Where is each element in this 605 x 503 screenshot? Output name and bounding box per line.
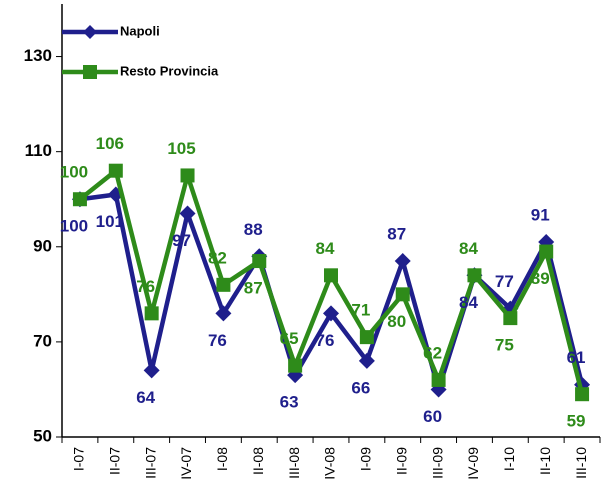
- value-label: 88: [244, 220, 263, 239]
- marker: [394, 253, 411, 270]
- value-label: 76: [136, 277, 155, 296]
- x-tick-label: I-07: [71, 447, 87, 471]
- x-tick-label: II-08: [250, 447, 266, 475]
- x-tick-label: I-08: [214, 447, 230, 471]
- value-label: 80: [387, 312, 406, 331]
- marker: [216, 277, 231, 292]
- value-label: 87: [387, 225, 406, 244]
- x-tick-label: II-09: [393, 447, 409, 475]
- value-label: 82: [208, 248, 227, 267]
- y-tick-label: 70: [33, 331, 52, 350]
- y-tick-label: 110: [25, 141, 52, 160]
- x-tick-label: IV-09: [465, 447, 481, 480]
- marker: [288, 358, 303, 373]
- legend-label: Resto Provincia: [120, 63, 219, 78]
- value-label: 105: [167, 139, 195, 158]
- x-tick-label: I-10: [501, 447, 517, 471]
- value-label: 66: [351, 378, 370, 397]
- value-label: 63: [280, 393, 299, 412]
- marker: [144, 306, 159, 321]
- value-label: 75: [495, 336, 514, 355]
- marker: [503, 311, 518, 326]
- x-tick-label: IV-07: [178, 447, 194, 480]
- value-label: 64: [136, 388, 155, 407]
- value-label: 84: [316, 239, 335, 258]
- value-label: 59: [567, 412, 586, 431]
- value-label: 97: [172, 231, 191, 250]
- value-label: 106: [96, 134, 124, 153]
- x-tick-label: III-08: [286, 447, 302, 479]
- marker: [215, 305, 232, 322]
- value-label: 84: [459, 293, 478, 312]
- x-tick-label: III-10: [573, 447, 589, 479]
- x-tick-label: IV-08: [322, 447, 338, 480]
- marker: [323, 305, 339, 322]
- marker: [143, 362, 160, 379]
- legend-label: Napoli: [120, 23, 160, 38]
- marker: [431, 372, 446, 387]
- y-tick-label: 130: [24, 46, 52, 65]
- value-label: 100: [60, 217, 88, 236]
- value-label: 89: [531, 269, 550, 288]
- value-label: 61: [567, 348, 586, 367]
- marker: [179, 205, 196, 222]
- marker: [575, 387, 590, 402]
- marker: [72, 192, 87, 207]
- marker: [395, 287, 410, 302]
- y-tick-label: 50: [33, 426, 52, 445]
- x-tick-label: II-10: [537, 447, 553, 475]
- legend-marker: [83, 25, 97, 39]
- x-tick-label: III-09: [429, 447, 445, 479]
- legend-marker: [83, 65, 97, 79]
- value-label: 76: [316, 331, 335, 350]
- value-label: 71: [351, 301, 370, 320]
- marker: [359, 330, 374, 345]
- value-label: 76: [208, 331, 227, 350]
- value-label: 101: [96, 212, 124, 231]
- value-label: 60: [423, 407, 442, 426]
- value-label: 62: [423, 343, 442, 362]
- marker: [467, 268, 482, 283]
- marker: [324, 268, 338, 283]
- x-tick-label: I-09: [358, 447, 374, 471]
- value-label: 87: [244, 279, 263, 298]
- y-tick-label: 90: [33, 236, 52, 255]
- value-label: 77: [495, 272, 514, 291]
- marker: [108, 163, 123, 178]
- value-label: 65: [280, 329, 299, 348]
- value-label: 91: [531, 206, 550, 225]
- marker: [180, 168, 195, 183]
- value-label: 100: [60, 163, 88, 182]
- x-tick-label: II-07: [107, 447, 123, 475]
- value-label: 84: [459, 239, 478, 258]
- marker: [252, 254, 267, 269]
- marker: [358, 352, 375, 369]
- x-tick-label: III-07: [142, 447, 158, 479]
- marker: [539, 244, 554, 259]
